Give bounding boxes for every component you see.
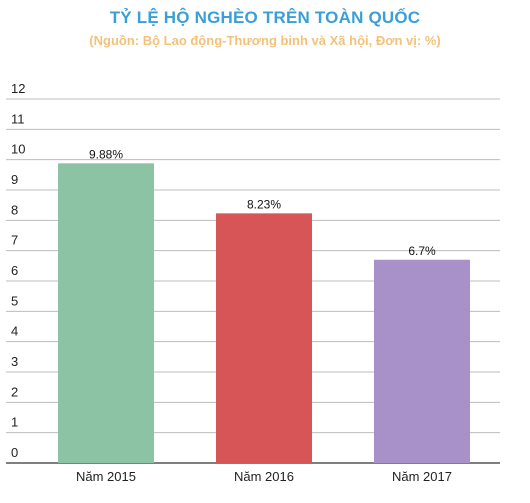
y-tick-label: 6 xyxy=(11,263,18,278)
x-tick-label: Năm 2016 xyxy=(234,469,294,484)
y-tick-label: 10 xyxy=(11,142,25,157)
chart-title: TỶ LỆ HỘ NGHÈO TRÊN TOÀN QUỐC xyxy=(109,8,421,27)
y-tick-label: 2 xyxy=(11,384,18,399)
x-tick-label: Năm 2017 xyxy=(392,469,452,484)
y-tick-label: 4 xyxy=(11,324,18,339)
data-labels: 9.88% 8.23% 6.7% xyxy=(89,147,436,257)
x-axis-ticks: Năm 2015 Năm 2016 Năm 2017 xyxy=(76,469,452,484)
bar xyxy=(58,163,154,463)
y-tick-label: 11 xyxy=(11,111,25,126)
y-tick-label: 5 xyxy=(11,293,18,308)
y-tick-label: 0 xyxy=(11,445,18,460)
y-tick-label: 12 xyxy=(11,81,25,96)
bar xyxy=(374,259,470,463)
y-tick-label: 1 xyxy=(11,415,18,430)
y-tick-label: 7 xyxy=(11,233,18,248)
data-label: 9.88% xyxy=(89,147,123,161)
bar xyxy=(216,213,312,463)
data-label: 8.23% xyxy=(247,197,281,211)
y-tick-label: 9 xyxy=(11,172,18,187)
bars xyxy=(58,163,470,463)
chart-subtitle: (Nguồn: Bộ Lao động-Thương binh và Xã hộ… xyxy=(89,33,441,48)
y-tick-label: 8 xyxy=(11,202,18,217)
x-tick-label: Năm 2015 xyxy=(76,469,136,484)
y-tick-label: 3 xyxy=(11,354,18,369)
data-label: 6.7% xyxy=(408,244,436,258)
